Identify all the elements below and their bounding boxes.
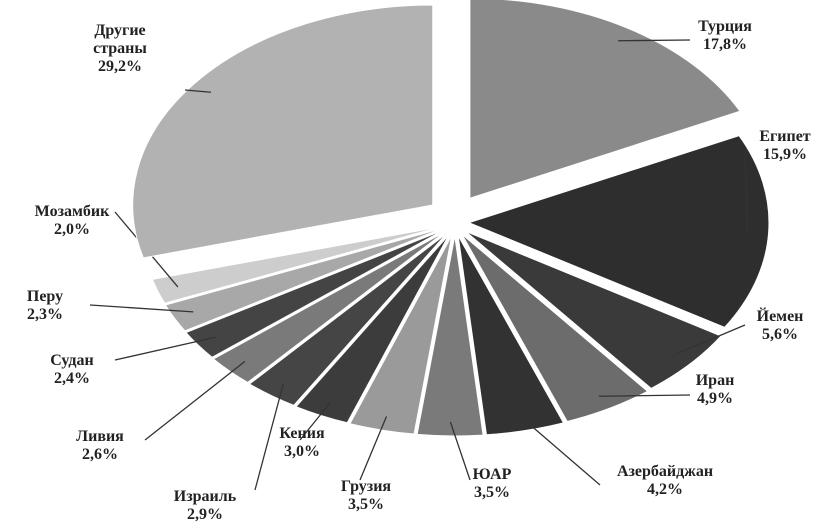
pie-slice xyxy=(349,235,453,435)
category-label: ЮАР xyxy=(472,466,512,483)
leader-line xyxy=(598,394,691,397)
leader-line xyxy=(673,324,746,356)
pie-slice xyxy=(212,231,446,384)
category-label: Перу xyxy=(26,288,64,305)
value-label: 17,8% xyxy=(703,36,747,53)
value-label: 2,3% xyxy=(26,306,63,323)
slice-label: Перу 2,3% xyxy=(27,288,63,324)
pie-slice xyxy=(465,230,722,389)
leader-line xyxy=(744,149,749,233)
slice-label: Ливия 2,6% xyxy=(76,428,124,464)
slice-label: Грузия 3,5% xyxy=(341,478,391,514)
value-label: 3,5% xyxy=(347,496,384,513)
value-label: 29,2% xyxy=(98,58,142,75)
leader-line xyxy=(114,336,216,361)
slice-label: Азербайджан 4,2% xyxy=(617,463,713,499)
value-label: 5,6% xyxy=(761,326,798,343)
pie-slice xyxy=(461,233,649,423)
slice-label: Йемен 5,6% xyxy=(757,308,804,344)
leader-line xyxy=(520,416,601,486)
value-label: 4,9% xyxy=(697,390,733,407)
value-label: 3,0% xyxy=(284,443,320,460)
slice-label: Турция 17,8% xyxy=(698,18,752,54)
pie-slice xyxy=(469,0,741,199)
slice-label: Судан 2,4% xyxy=(50,352,93,388)
leader-line xyxy=(184,89,211,93)
leader-line xyxy=(89,304,194,313)
value-label: 4,2% xyxy=(647,481,683,498)
slice-label: Мозамбик 2,0% xyxy=(35,203,110,239)
category-label: Ливия xyxy=(76,428,124,445)
category-label: Кения xyxy=(279,425,325,442)
value-label: 2,9% xyxy=(187,506,223,523)
pie-slice xyxy=(185,229,444,358)
leader-line xyxy=(144,360,246,441)
category-label: Израиль xyxy=(173,488,237,505)
slice-label: Иран 4,9% xyxy=(696,372,735,408)
slice-label: Египет 15,9% xyxy=(759,128,810,164)
pie-slice xyxy=(416,235,484,437)
category-label: Азербайджан xyxy=(616,463,714,480)
value-label: 2,6% xyxy=(82,446,118,463)
leader-line xyxy=(618,39,691,42)
leader-line xyxy=(299,402,331,441)
pie-slice xyxy=(132,4,434,259)
slice-label: Израиль 2,9% xyxy=(174,488,236,524)
slice-label: ЮАР 3,5% xyxy=(473,466,512,502)
value-label: 3,5% xyxy=(473,484,510,501)
category-label: Йемен xyxy=(756,308,804,325)
category-label: Египет xyxy=(759,128,811,145)
pie-slice xyxy=(164,227,443,332)
category-label: Турция xyxy=(698,18,752,35)
category-label: Иран xyxy=(695,372,735,389)
category-label: Мозамбик xyxy=(34,203,110,220)
leader-line xyxy=(449,421,471,481)
value-label: 15,9% xyxy=(763,146,807,163)
slice-label: Другие страны 29,2% xyxy=(85,22,155,76)
pie-slice xyxy=(248,232,448,406)
pie-slice xyxy=(457,235,565,436)
value-label: 2,0% xyxy=(54,221,90,238)
category-label: Грузия xyxy=(340,478,392,495)
leader-line xyxy=(359,416,388,481)
value-label: 2,4% xyxy=(54,370,90,387)
pie-slice xyxy=(151,226,442,304)
slice-label: Кения 3,0% xyxy=(279,425,324,461)
pie-slice xyxy=(467,135,770,328)
category-label: Другие страны xyxy=(93,22,147,57)
category-label: Судан xyxy=(50,352,94,369)
pie-slice xyxy=(295,234,450,424)
leader-line xyxy=(254,383,284,491)
